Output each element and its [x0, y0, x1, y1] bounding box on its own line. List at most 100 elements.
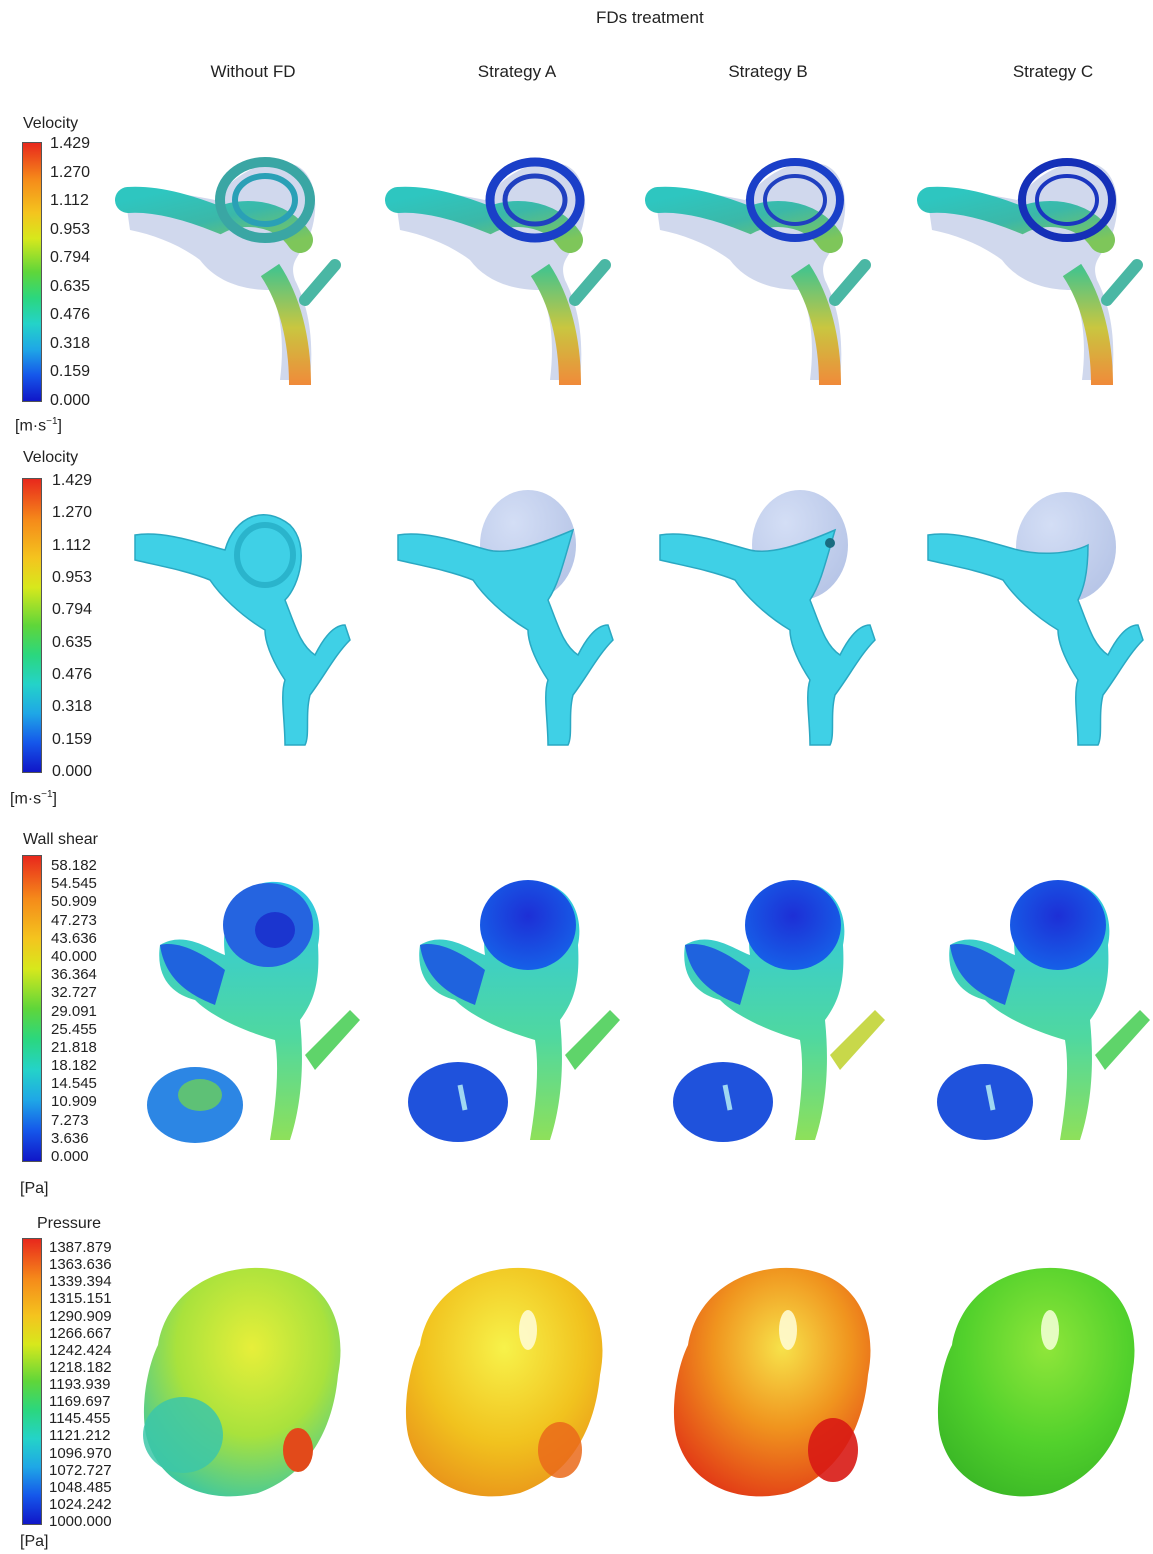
colorbar-tick-label: 0.159	[52, 730, 93, 748]
inner-vortex	[1035, 174, 1099, 226]
aneurysm-dome	[1010, 880, 1106, 970]
specular-highlight	[1041, 1310, 1059, 1350]
colorbar-tick-label: 58.182	[51, 857, 97, 874]
parent-artery-wall	[685, 944, 750, 1005]
sac-bottom-view	[408, 1062, 508, 1142]
colorbar-tick-label: 25.455	[51, 1020, 97, 1038]
colorbar-tick-label: 50.909	[51, 893, 97, 911]
wall-shear-colorbar	[22, 855, 42, 1162]
colorbar-tick-label: 1.429	[52, 472, 93, 489]
aneurysm-sac-streamlines	[1018, 158, 1116, 242]
vessel-isosurface	[659, 528, 876, 746]
velocity-legend-title-row1: Velocity	[23, 115, 79, 132]
branch-wall	[565, 1010, 620, 1070]
colorbar-tick-label: 0.953	[52, 569, 93, 586]
pressure-legend-title: Pressure	[37, 1215, 102, 1232]
colorbar-tick-label: 3.636	[51, 1129, 89, 1147]
branch-wall	[830, 1010, 885, 1070]
colorbar-tick-label: 1363.636	[49, 1256, 112, 1274]
colorbar-tick-label: 1121.212	[49, 1427, 111, 1445]
isosurface-panel-strategy-c	[927, 492, 1144, 746]
colorbar-tick-label: 1.270	[50, 163, 91, 181]
colorbar-tick-label: 0.635	[50, 277, 91, 295]
wss-panel-strategy-c	[937, 880, 1150, 1140]
colorbar-tick-label: 0.000	[52, 763, 93, 780]
parent-artery-wall	[950, 944, 1015, 1005]
vessel-isosurface	[927, 533, 1144, 746]
vessel-isosurface	[397, 528, 614, 746]
pressure-unit: [Pa]	[20, 1533, 49, 1550]
colorbar-tick-label: 1.112	[50, 192, 89, 210]
sac-bottom-view	[937, 1064, 1033, 1140]
colorbar-tick-label: 1242.424	[49, 1341, 112, 1359]
colorbar-tick-label: 1.112	[52, 536, 91, 554]
column-title-without-fd: Without FD	[210, 62, 296, 81]
high-pressure-spot	[283, 1428, 313, 1472]
colorbar-tick-label: 1218.182	[49, 1358, 112, 1376]
velocity-unit-row1: [m·s−1]	[15, 416, 62, 435]
colorbar-tick-label: 1193.939	[49, 1376, 111, 1393]
branch-streamlines	[299, 259, 341, 306]
wss-panel-without-fd	[147, 881, 360, 1143]
colorbar-tick-label: 1072.727	[49, 1461, 112, 1479]
wss-panel-strategy-b	[673, 880, 885, 1142]
low-pressure-region	[143, 1397, 223, 1473]
streamline-panel-strategy-b	[645, 158, 871, 386]
colorbar-tick-label: 1266.667	[49, 1324, 112, 1342]
pressure-colorbar	[22, 1238, 42, 1525]
colorbar-tick-label: 1339.394	[49, 1273, 112, 1291]
high-pressure-region	[808, 1418, 858, 1482]
colorbar-tick-label: 0.000	[51, 1148, 89, 1165]
branch-streamlines	[569, 259, 611, 306]
colorbar-tick-label: 36.364	[51, 966, 97, 984]
colorbar-tick-label: 32.727	[51, 984, 97, 1002]
column-title-strategy-a: Strategy A	[477, 62, 557, 81]
colorbar-tick-label: 18.182	[51, 1057, 97, 1075]
distal-stem-streamlines	[530, 263, 581, 386]
colorbar-tick-label: 0.318	[50, 334, 91, 352]
colorbar-tick-label: 1169.697	[49, 1393, 111, 1411]
colorbar-tick-label: 1387.879	[49, 1239, 112, 1256]
inner-vortex	[232, 173, 298, 227]
branch-streamlines	[829, 259, 871, 306]
wall-shear-unit: [Pa]	[20, 1180, 49, 1197]
wss-panel-strategy-a	[408, 880, 620, 1142]
branch-wall	[1095, 1010, 1150, 1070]
colorbar-tick-label: 1.429	[50, 135, 91, 152]
pressure-panel-strategy-c	[937, 1267, 1135, 1497]
distal-stem-streamlines	[790, 263, 841, 386]
colorbar-tick-label: 21.818	[51, 1038, 97, 1056]
colorbar-tick-label: 1315.151	[49, 1290, 112, 1308]
isosurface-panel-without-fd	[134, 514, 351, 746]
high-pressure-region	[538, 1422, 582, 1478]
aneurysm-dome	[480, 880, 576, 970]
colorbar-tick-label: 40.000	[51, 947, 97, 965]
specular-highlight	[779, 1310, 797, 1350]
parent-artery-wall	[160, 944, 225, 1005]
colorbar-tick-label: 14.545	[51, 1075, 97, 1093]
column-title-strategy-c: Strategy C	[1012, 62, 1094, 81]
streamline-panel-strategy-c	[917, 158, 1143, 386]
velocity-legend-title-row2: Velocity	[23, 449, 79, 466]
colorbar-tick-label: 1290.909	[49, 1307, 112, 1325]
colorbar-tick-label: 29.091	[51, 1002, 97, 1020]
parent-artery-wall	[420, 944, 485, 1005]
colorbar-tick-label: 43.636	[51, 929, 97, 947]
colorbar-tick-label: 1048.485	[49, 1478, 112, 1496]
colorbar-tick-label: 0.953	[50, 220, 91, 238]
colorbar-tick-label: 1000.000	[49, 1513, 112, 1530]
aneurysm-sac-streamlines	[746, 158, 844, 242]
colorbar-tick-label: 0.476	[50, 306, 91, 324]
colorbar-tick-label: 0.159	[50, 363, 91, 381]
branch-streamlines	[1101, 259, 1143, 306]
dome-low-wss	[255, 912, 295, 948]
colorbar-tick-label: 47.273	[51, 911, 97, 929]
sac-bottom-view	[673, 1062, 773, 1142]
wall-shear-legend-title: Wall shear	[23, 831, 98, 848]
colorbar-tick-label: 1096.970	[49, 1444, 112, 1462]
specular-highlight	[519, 1310, 537, 1350]
streamline-panel-strategy-a	[385, 157, 611, 386]
branch-wall	[305, 1010, 360, 1070]
colorbar-tick-label: 0.635	[52, 633, 93, 651]
jet-spot	[825, 538, 835, 548]
